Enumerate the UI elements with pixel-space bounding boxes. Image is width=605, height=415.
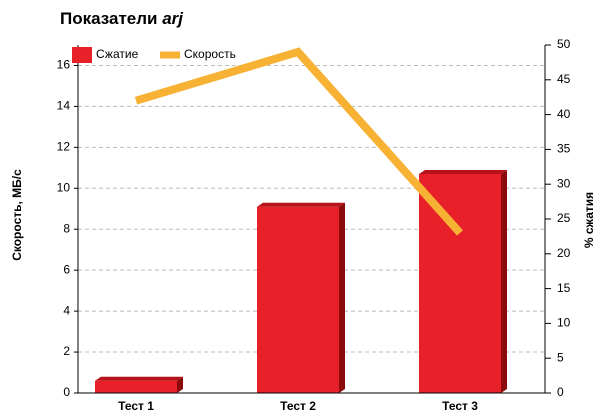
y-tick-label: 16 xyxy=(57,58,71,72)
y2-axis-label: % сжатия xyxy=(582,192,596,248)
y2-tick-label: 10 xyxy=(557,316,571,330)
legend-swatch xyxy=(72,47,92,63)
title-emphasis: arj xyxy=(162,9,184,28)
y-axis-label: Скорость, МБ/с xyxy=(10,169,24,261)
y2-tick-label: 0 xyxy=(557,385,564,399)
bar-side xyxy=(339,202,345,393)
bar xyxy=(95,380,177,393)
y-tick-label: 0 xyxy=(63,385,70,399)
bar xyxy=(419,173,501,393)
x-tick-label: Тест 2 xyxy=(280,399,316,413)
y2-tick-label: 5 xyxy=(557,350,564,364)
y2-tick-label: 25 xyxy=(557,211,571,225)
y2-tick-label: 45 xyxy=(557,72,571,86)
x-tick-label: Тест 3 xyxy=(442,399,478,413)
y-tick-label: 10 xyxy=(57,180,71,194)
y2-tick-label: 40 xyxy=(557,107,571,121)
legend-label: Скорость xyxy=(184,47,236,61)
y2-tick-label: 20 xyxy=(557,246,571,260)
bar xyxy=(257,206,339,393)
y-tick-label: 4 xyxy=(63,303,70,317)
y-tick-label: 8 xyxy=(63,221,70,235)
y-tick-label: 6 xyxy=(63,262,70,276)
bar-top xyxy=(419,169,507,174)
y-tick-label: 12 xyxy=(57,140,71,154)
y-tick-label: 2 xyxy=(63,344,70,358)
y2-tick-label: 50 xyxy=(557,37,571,51)
y2-tick-label: 35 xyxy=(557,142,571,156)
bar-side xyxy=(501,169,507,393)
y2-tick-label: 30 xyxy=(557,176,571,190)
title-main: Показатели xyxy=(60,9,157,28)
y-tick-label: 14 xyxy=(57,99,71,113)
legend-label: Сжатие xyxy=(96,47,139,61)
y2-tick-label: 15 xyxy=(557,281,571,295)
bar-top xyxy=(257,202,345,207)
line xyxy=(134,47,463,236)
x-tick-label: Тест 1 xyxy=(118,399,154,413)
bar-side xyxy=(177,376,183,393)
chart-title: Показатели arj xyxy=(60,9,184,28)
bar-top xyxy=(95,376,183,381)
